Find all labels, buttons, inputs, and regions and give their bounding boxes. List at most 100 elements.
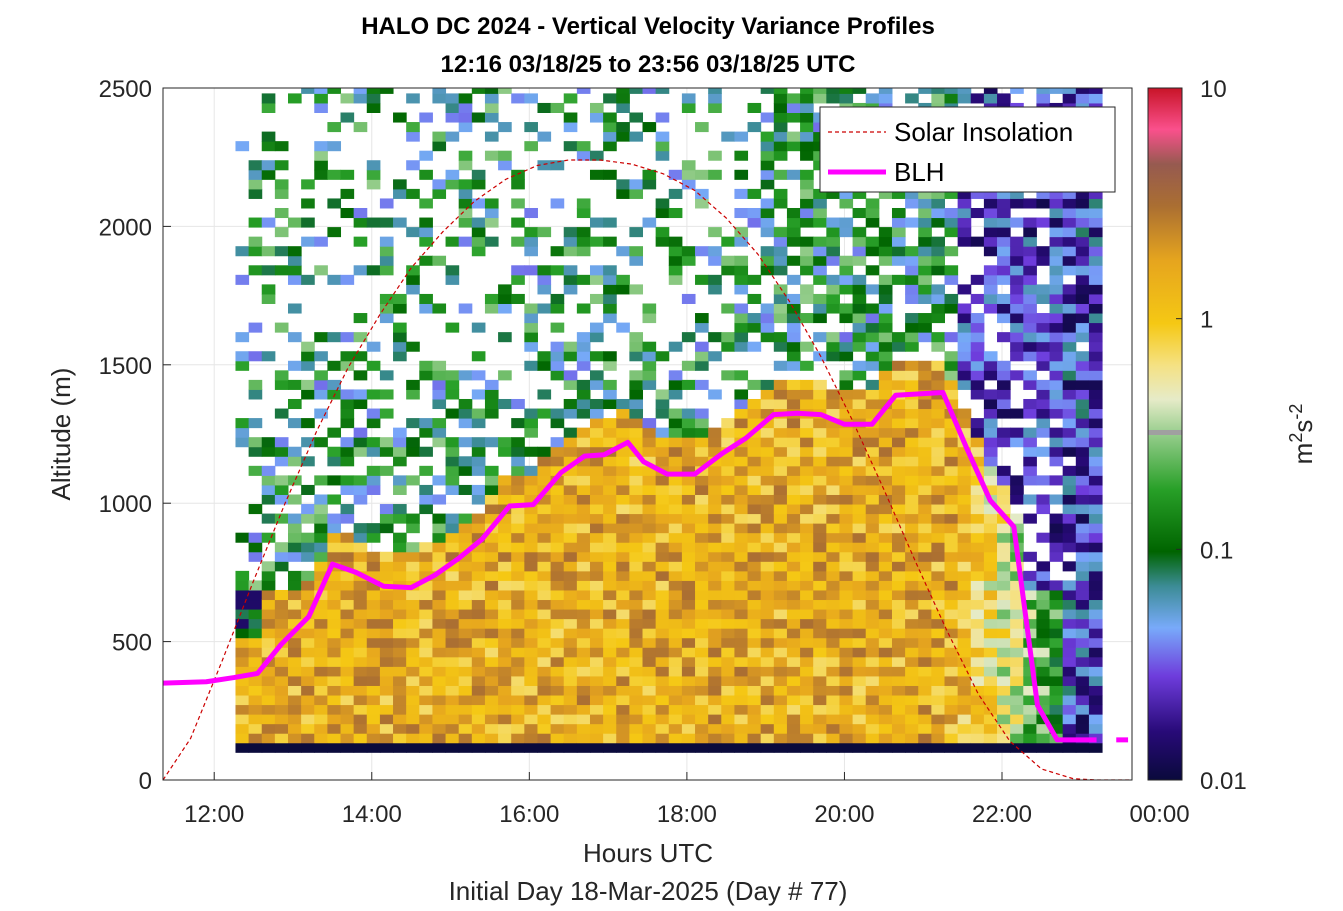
heatmap-cell: [576, 379, 591, 390]
heatmap-cell: [340, 437, 355, 448]
heatmap-cell: [944, 599, 959, 610]
heatmap-cell: [997, 332, 1011, 343]
heatmap-cell: [852, 446, 867, 457]
heatmap-cell: [274, 695, 289, 706]
heatmap-cell: [261, 284, 276, 295]
heatmap-cell: [839, 666, 854, 677]
heatmap-cell: [419, 293, 433, 304]
heatmap-cell: [760, 150, 775, 161]
heatmap-cell: [563, 379, 578, 390]
heatmap-cell: [589, 427, 604, 438]
heatmap-cell: [1075, 656, 1090, 667]
heatmap-cell: [878, 303, 893, 314]
heatmap-cell: [747, 494, 762, 505]
heatmap-cell: [511, 695, 525, 706]
heatmap-cell: [813, 647, 827, 658]
heatmap-cell: [813, 418, 827, 429]
heatmap-cell: [905, 274, 919, 285]
heatmap-cell: [1010, 628, 1024, 639]
heatmap-cell: [419, 504, 433, 515]
heatmap-cell: [944, 484, 959, 495]
heatmap-cell: [1010, 714, 1024, 725]
heatmap-cell: [235, 618, 250, 629]
heatmap-cell: [852, 637, 867, 648]
heatmap-cell: [970, 351, 985, 362]
heatmap-cell: [511, 675, 525, 686]
heatmap-cell: [865, 465, 880, 476]
heatmap-cell: [1088, 599, 1103, 610]
heatmap-cell: [760, 484, 775, 495]
heatmap-cell: [642, 580, 657, 591]
heatmap-cell: [314, 532, 328, 543]
heatmap-cell: [327, 532, 342, 543]
heatmap-cell: [235, 666, 250, 677]
heatmap-cell: [891, 532, 906, 543]
heatmap-cell: [957, 618, 972, 629]
heatmap-cell: [747, 513, 762, 524]
heatmap-cell: [747, 618, 762, 629]
heatmap-cell: [668, 704, 683, 715]
heatmap-cell: [983, 685, 998, 696]
heatmap-cell: [484, 532, 499, 543]
heatmap-cell: [721, 647, 735, 658]
heatmap-cell: [983, 446, 998, 457]
heatmap-cell: [1010, 303, 1024, 314]
heatmap-cell: [550, 599, 565, 610]
heatmap-cell: [852, 341, 867, 352]
heatmap-cell: [970, 236, 985, 247]
heatmap-cell: [379, 217, 394, 228]
heatmap-cell: [944, 93, 959, 104]
heatmap-cell: [1036, 446, 1051, 457]
heatmap-cell: [1036, 427, 1051, 438]
heatmap-cell: [878, 456, 893, 467]
heatmap-cell: [983, 293, 998, 304]
heatmap-cell: [1049, 475, 1064, 486]
heatmap-cell: [997, 303, 1011, 314]
heatmap-cell: [983, 88, 998, 94]
heatmap-cell: [839, 675, 854, 686]
heatmap-cell: [432, 475, 447, 486]
heatmap-cell: [576, 628, 591, 639]
heatmap-cell: [432, 513, 447, 524]
heatmap-cell: [786, 618, 801, 629]
heatmap-cell: [327, 695, 342, 706]
heatmap-cell: [563, 141, 578, 152]
heatmap-cell: [983, 589, 998, 601]
heatmap-cell: [1049, 628, 1064, 639]
heatmap-cell: [563, 484, 578, 495]
heatmap-cell: [773, 102, 788, 113]
heatmap-cell: [878, 570, 893, 581]
heatmap-cell: [970, 733, 985, 744]
heatmap-cell: [511, 733, 525, 744]
heatmap-cell: [393, 351, 407, 362]
heatmap-cell: [642, 379, 657, 390]
heatmap-cell: [826, 542, 840, 553]
heatmap-cell: [301, 217, 315, 228]
heatmap-cell: [1010, 666, 1024, 677]
heatmap-cell: [839, 265, 854, 276]
heatmap-cell: [524, 542, 538, 553]
heatmap-cell: [458, 551, 473, 562]
heatmap-cell: [1088, 456, 1103, 467]
heatmap-cell: [524, 246, 538, 257]
heatmap-cell: [379, 265, 394, 276]
heatmap-cell: [393, 446, 407, 457]
heatmap-cell: [327, 542, 342, 553]
heatmap-cell: [668, 733, 683, 744]
heatmap-cell: [826, 293, 840, 304]
heatmap-cell: [340, 618, 355, 629]
heatmap-cell: [432, 551, 447, 562]
heatmap-cell: [944, 389, 959, 400]
heatmap-cell: [642, 714, 657, 725]
x-axis-ticks: 12:00 14:00 16:00 18:00 20:00 22:00 00:00: [184, 772, 1190, 828]
heatmap-cell: [498, 599, 512, 610]
heatmap-cell: [603, 523, 617, 534]
heatmap-cell: [379, 513, 394, 524]
heatmap-cell: [287, 656, 302, 667]
heatmap-cell: [629, 484, 644, 495]
heatmap-cell: [603, 723, 617, 734]
heatmap-cell: [681, 523, 696, 534]
heatmap-cell: [603, 637, 617, 648]
heatmap-cell: [852, 465, 867, 476]
heatmap-cell: [1075, 217, 1090, 228]
